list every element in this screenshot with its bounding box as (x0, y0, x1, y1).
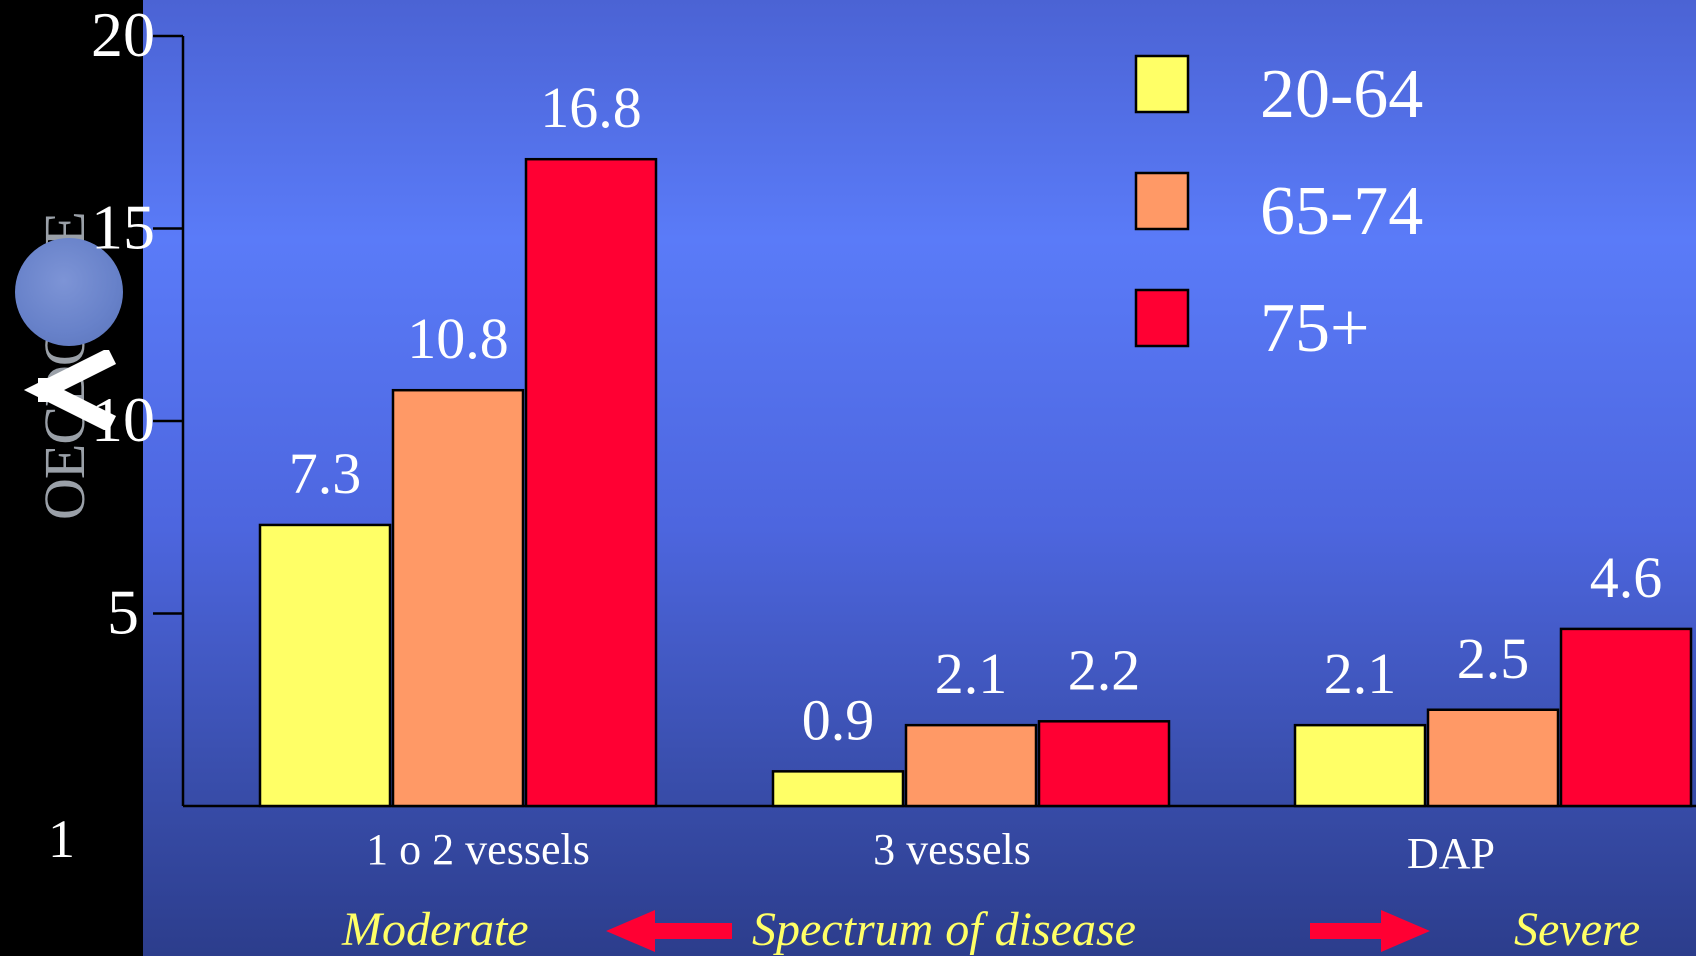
bar (1559, 627, 1693, 808)
y-tick-label: 10 (91, 384, 155, 455)
bar (1293, 723, 1427, 808)
value-labels: 7.3 10.8 16.8 0.9 2.1 2.2 2.1 2.5 4.6 (289, 75, 1663, 752)
bar (1037, 720, 1171, 808)
legend-swatch (1134, 171, 1190, 231)
y-tick-label: 20 (91, 0, 155, 70)
y-tick-label: 15 (91, 192, 155, 263)
bars (258, 157, 1693, 808)
data-label: 10.8 (407, 306, 509, 371)
oecd-logo-circle (15, 238, 123, 346)
spectrum-center-label: Spectrum of disease (752, 903, 1136, 956)
category-labels: 1 o 2 vessels 3 vessels DAP (366, 825, 1495, 878)
data-label: 4.6 (1590, 545, 1663, 610)
legend-label: 65-74 (1260, 173, 1423, 250)
bar (524, 157, 658, 808)
data-label: 16.8 (540, 75, 642, 140)
bar (771, 770, 905, 808)
oecd-logo-chevron-icon (23, 350, 117, 430)
legend-swatch (1134, 54, 1190, 114)
category-label: 1 o 2 vessels (366, 825, 590, 874)
data-label: 2.2 (1068, 637, 1141, 702)
data-label: 2.1 (935, 641, 1008, 706)
category-label: DAP (1407, 829, 1495, 878)
spectrum-severe-label: Severe (1514, 903, 1640, 956)
y-tick-label: 5 (107, 577, 139, 648)
bar (258, 523, 392, 808)
y-ticks: 5 10 15 20 (91, 0, 183, 648)
left-arrow-icon (606, 910, 732, 952)
data-label: 2.5 (1457, 626, 1530, 691)
slide-number: 1 (48, 809, 75, 869)
spectrum-of-disease-scale: Moderate Spectrum of disease Severe (341, 903, 1640, 956)
legend: 20-64 65-74 75+ (1134, 54, 1423, 367)
spectrum-moderate-label: Moderate (341, 903, 529, 956)
sidebar: OECD​​OCDE 1 (0, 0, 143, 956)
legend-label: 20-64 (1260, 56, 1423, 133)
bar (1426, 708, 1560, 808)
bar (391, 388, 525, 808)
data-label: 7.3 (289, 441, 362, 506)
category-label: 3 vessels (873, 825, 1031, 874)
data-label: 0.9 (802, 687, 875, 752)
data-label: 2.1 (1324, 641, 1397, 706)
legend-swatch (1134, 288, 1190, 348)
bar (904, 723, 1038, 808)
legend-label: 75+ (1260, 290, 1369, 367)
right-arrow-icon (1310, 910, 1430, 952)
